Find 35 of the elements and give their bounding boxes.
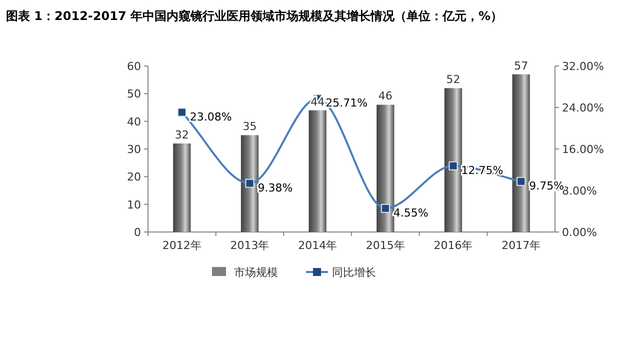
y2-tick-label: 24.00% [562,102,604,114]
x-tick-label: 2017年 [502,239,541,252]
bar [512,74,530,232]
y-tick-label: 40 [127,115,141,128]
y-tick-label: 0 [134,226,141,239]
bar [444,88,462,232]
data-label: 57 [514,59,528,72]
data-label: 23.08% [190,110,232,124]
bar [240,135,259,232]
y-tick-label: 20 [127,170,141,184]
data-label: 52 [446,73,460,86]
y2-tick-label: 0.00% [562,226,597,239]
x-tick-label: 2014年 [298,239,338,252]
bar [376,104,394,232]
x-tick-label: 2016年 [434,239,473,252]
data-label: 9.38% [258,181,293,194]
legend-label: 市场规模 [234,266,278,279]
y-tick-label: 60 [127,60,141,73]
y-tick-label: 30 [127,143,141,156]
chart-title: 图表 1：2012-2017 年中国内窥镜行业医用领域市场规模及其增长情况（单位：亿元，%） [6,9,503,23]
y2-tick-label: 32.00% [562,60,604,73]
legend-label: 同比增长 [332,266,376,279]
bar [173,143,191,232]
data-label: 25.71% [326,96,368,110]
bar [308,110,326,232]
y2-tick-label: 16.00% [562,143,604,156]
x-tick-label: 2012年 [162,239,202,252]
data-label: 35 [242,120,257,134]
x-tick-label: 2013年 [230,239,270,252]
data-label: 46 [378,90,392,103]
y2-tick-label: 8.00% [562,184,597,198]
data-label: 32 [174,128,189,142]
y-tick-label: 10 [127,198,141,212]
x-tick-label: 2015年 [366,239,405,252]
y-tick-label: 50 [127,88,141,101]
